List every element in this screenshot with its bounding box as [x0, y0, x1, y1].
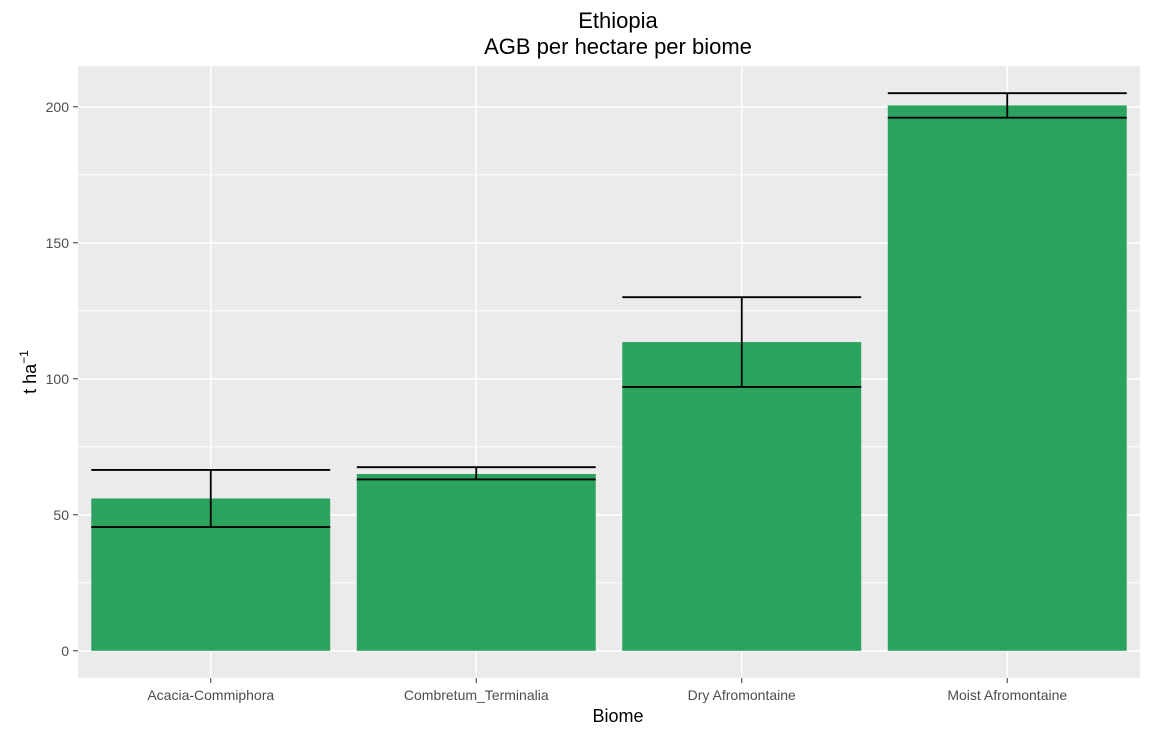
chart-subtitle: AGB per hectare per biome	[484, 34, 752, 59]
bar	[887, 105, 1127, 651]
error-bar	[622, 296, 862, 388]
y-tick-label: 0	[61, 643, 69, 659]
x-tick-label: Acacia-Commiphora	[147, 687, 274, 703]
x-axis: Acacia-Commiphora Combretum_Terminalia Dry…	[147, 678, 1067, 703]
y-tick-label: 200	[46, 99, 70, 115]
bar	[356, 474, 596, 651]
chart-title: Ethiopia	[578, 8, 658, 33]
x-tick-label: Dry Afromontaine	[688, 687, 796, 703]
error-bars	[91, 92, 1127, 528]
y-tick-label: 50	[53, 507, 69, 523]
y-axis: 0 50 100 150 200	[46, 99, 78, 659]
y-axis-title: t ha−1	[17, 350, 40, 394]
y-axis-title-main: t ha	[20, 363, 40, 394]
error-bar	[356, 466, 596, 481]
y-tick-label: 100	[46, 371, 70, 387]
x-tick-label: Combretum_Terminalia	[404, 687, 549, 703]
y-tick-label: 150	[46, 235, 70, 251]
x-axis-title: Biome	[592, 706, 643, 726]
error-bar	[887, 92, 1127, 119]
error-bar	[91, 469, 331, 528]
bar	[622, 342, 862, 651]
y-axis-title-superscript: −1	[17, 350, 31, 364]
x-tick-label: Moist Afromontaine	[947, 687, 1067, 703]
bars	[91, 105, 1127, 651]
